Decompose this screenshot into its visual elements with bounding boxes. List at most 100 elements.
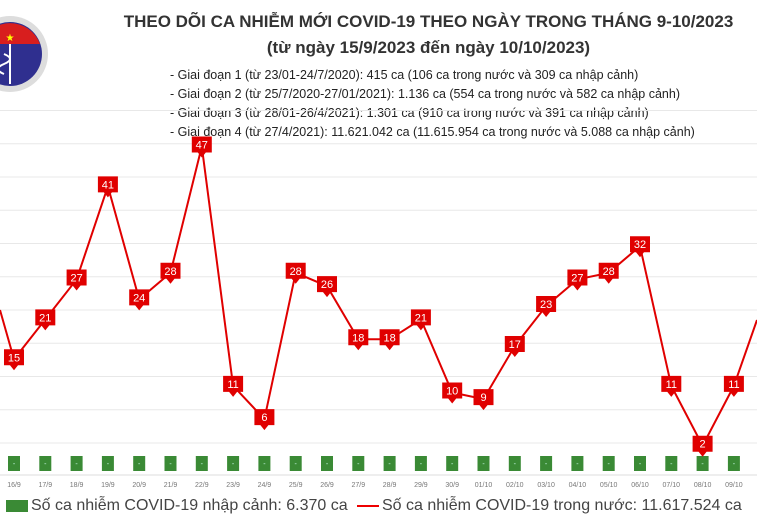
bar-imported [164, 456, 177, 471]
bar-label: - [451, 461, 454, 468]
bar-label: - [13, 461, 16, 468]
bar-imported [195, 456, 208, 471]
x-tick-label: 05/10 [600, 482, 618, 489]
svg-text:★: ★ [6, 33, 15, 44]
x-tick-label: 21/9 [164, 482, 178, 489]
x-tick-label: 18/9 [70, 482, 84, 489]
data-label: 28 [290, 266, 302, 278]
data-label-box [285, 262, 306, 284]
x-tick-label: 09/10 [725, 482, 743, 489]
chart-title: THEO DÕI CA NHIỄM MỚI COVID-19 THEO NGÀY… [123, 12, 734, 31]
bar-imported [634, 456, 646, 471]
legend-imported: Số ca nhiễm COVID-19 nhập cảnh: 6.370 ca [6, 497, 348, 515]
data-label-box [410, 309, 431, 331]
data-label-box [35, 309, 56, 331]
bar-label: - [514, 461, 517, 468]
data-label: 47 [196, 139, 208, 151]
bar-imported [571, 456, 584, 471]
bar-label: - [420, 461, 423, 468]
x-tick-label: 28/9 [383, 482, 397, 489]
data-label-box [661, 375, 682, 397]
data-label: 28 [603, 266, 615, 278]
bar-imported [696, 456, 709, 471]
line-segment-edge [732, 319, 757, 387]
bar-label: - [670, 461, 673, 468]
data-label-box [317, 276, 337, 298]
x-tick-label: 06/10 [631, 482, 649, 489]
data-label: 28 [164, 266, 176, 278]
data-label-box [66, 269, 87, 291]
note-3: - Giai đoạn 3 (từ 28/01-26/4/2021): 1.30… [170, 106, 649, 120]
line-domestic [13, 146, 735, 448]
data-label: 27 [70, 272, 82, 284]
x-tick-label: 25/9 [289, 482, 303, 489]
bar-imported [289, 456, 302, 471]
data-label: 9 [480, 392, 486, 404]
x-tick-label: 22/9 [195, 482, 209, 489]
x-tick-label: 02/10 [506, 482, 524, 489]
data-label: 41 [102, 179, 114, 191]
ministry-of-health-logo: ★ [0, 16, 48, 92]
bar-imported [133, 456, 146, 471]
bar-imported [540, 456, 553, 471]
data-label-box [348, 329, 369, 351]
data-label: 10 [446, 386, 458, 398]
bar-label: - [701, 461, 704, 468]
bar-label: - [44, 461, 47, 468]
bar-imported [227, 456, 240, 471]
bar-label: - [733, 461, 736, 468]
data-label-box [473, 389, 494, 411]
x-tick-label: 23/9 [226, 482, 240, 489]
bar-imported [352, 456, 365, 471]
bar-imported [383, 456, 396, 471]
data-label-box [254, 409, 275, 431]
legend-imported-label: Số ca nhiễm COVID-19 nhập cảnh: 6.370 ca [31, 497, 348, 514]
data-label-box [598, 262, 619, 284]
data-label-box [160, 262, 181, 284]
data-label-box [379, 329, 400, 351]
legend-bar-swatch [6, 500, 28, 512]
data-label: 27 [571, 272, 583, 284]
data-label: 21 [39, 312, 51, 324]
bar-label: - [75, 461, 78, 468]
bar-imported [414, 456, 427, 471]
bar-label: - [107, 461, 110, 468]
note-1: - Giai đoạn 1 (từ 23/01-24/7/2020): 415 … [170, 68, 639, 82]
bar-imported [101, 456, 114, 471]
data-label: 23 [540, 299, 552, 311]
x-tick-label: 19/9 [101, 482, 115, 489]
data-label: 17 [509, 339, 521, 351]
bar-label: - [169, 461, 172, 468]
x-tick-label: 26/9 [320, 482, 334, 489]
data-label-box [504, 335, 525, 357]
x-tick-label: 17/9 [38, 482, 52, 489]
bar-imported [70, 456, 83, 471]
bar-imported [258, 456, 271, 471]
bar-label: - [388, 461, 391, 468]
x-tick-label: 20/9 [132, 482, 146, 489]
bar-imported [665, 456, 678, 471]
x-tick-label: 04/10 [569, 482, 587, 489]
data-label: 11 [227, 379, 238, 391]
data-label: 2 [700, 439, 706, 451]
bar-label: - [232, 461, 235, 468]
legend-line-swatch [357, 505, 379, 507]
bar-label: - [608, 461, 611, 468]
bar-label: - [545, 461, 548, 468]
bar-label: - [295, 461, 298, 468]
data-label: 11 [666, 379, 677, 391]
note-2: - Giai đoạn 2 (từ 25/7/2020-27/01/2021):… [170, 87, 680, 101]
x-tick-label: 27/9 [351, 482, 365, 489]
data-label: 18 [383, 332, 395, 344]
x-tick-label: 16/9 [7, 482, 21, 489]
data-label: 24 [133, 292, 145, 304]
data-label: 11 [728, 379, 739, 391]
data-label: 15 [8, 352, 20, 364]
note-4: - Giai đoạn 4 (từ 27/4/2021): 11.621.042… [170, 125, 695, 139]
data-label: 21 [415, 312, 427, 324]
x-tick-label: 29/9 [414, 482, 428, 489]
bar-imported [727, 456, 740, 471]
data-label: 6 [261, 412, 267, 424]
x-tick-label: 30/9 [445, 482, 459, 489]
